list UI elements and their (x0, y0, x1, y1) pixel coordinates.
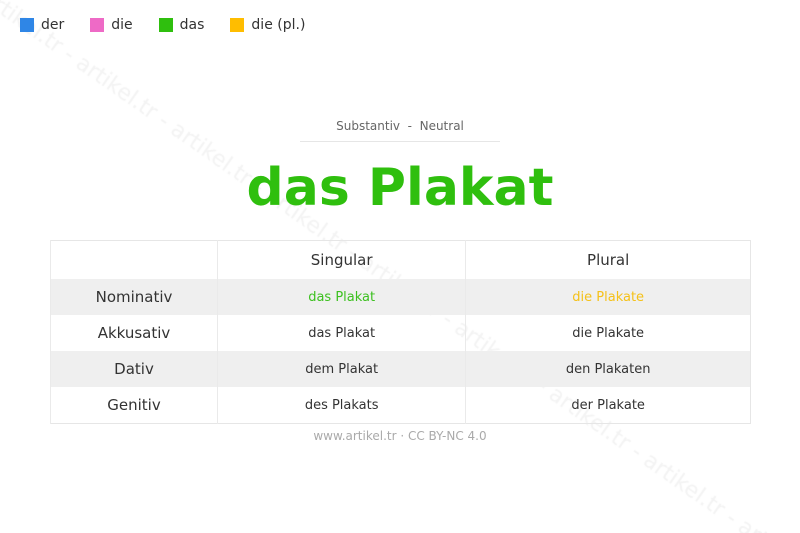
case-label: Nominativ (50, 279, 218, 315)
legend-item-die: die (90, 17, 133, 33)
plural-cell: die Plakate (465, 315, 751, 351)
singular-cell: das Plakat (216, 315, 466, 351)
legend-item-das: das (158, 17, 205, 33)
das-color-swatch (158, 18, 173, 32)
legend-label: das (179, 17, 205, 33)
legend-label: die (111, 17, 133, 33)
gender-legend: der die das die (pl.) (20, 17, 331, 33)
legend-label: die (pl.) (251, 17, 306, 33)
table-row: Dativ dem Plakat den Plakaten (50, 351, 751, 387)
table-row: Genitiv des Plakats der Plakate (50, 387, 751, 424)
word-type-subtitle: Substantiv - Neutral (300, 119, 500, 142)
plural-cell: den Plakaten (465, 351, 751, 387)
plural-cell: die Plakate (465, 279, 751, 315)
header-singular: Singular (216, 240, 466, 279)
legend-label: der (41, 17, 65, 33)
legend-item-plural: die (pl.) (230, 17, 305, 33)
legend-item-der: der (20, 17, 64, 33)
die-color-swatch (90, 18, 105, 32)
singular-cell: das Plakat (216, 279, 466, 315)
header-empty (50, 240, 218, 279)
declension-table: Singular Plural Nominativ das Plakat die… (50, 240, 751, 424)
table-header-row: Singular Plural (50, 240, 751, 279)
case-label: Dativ (50, 351, 218, 387)
singular-cell: des Plakats (216, 387, 466, 424)
footer-credit: www.artikel.tr · CC BY-NC 4.0 (313, 429, 487, 443)
plural-color-swatch (230, 18, 245, 32)
singular-cell: dem Plakat (216, 351, 466, 387)
plural-cell: der Plakate (465, 387, 751, 424)
case-label: Genitiv (50, 387, 218, 424)
table-row: Akkusativ das Plakat die Plakate (50, 315, 751, 351)
page-title: das Plakat (246, 158, 554, 218)
case-label: Akkusativ (50, 315, 218, 351)
header-plural: Plural (465, 240, 751, 279)
table-row: Nominativ das Plakat die Plakate (50, 279, 751, 315)
der-color-swatch (20, 18, 34, 32)
